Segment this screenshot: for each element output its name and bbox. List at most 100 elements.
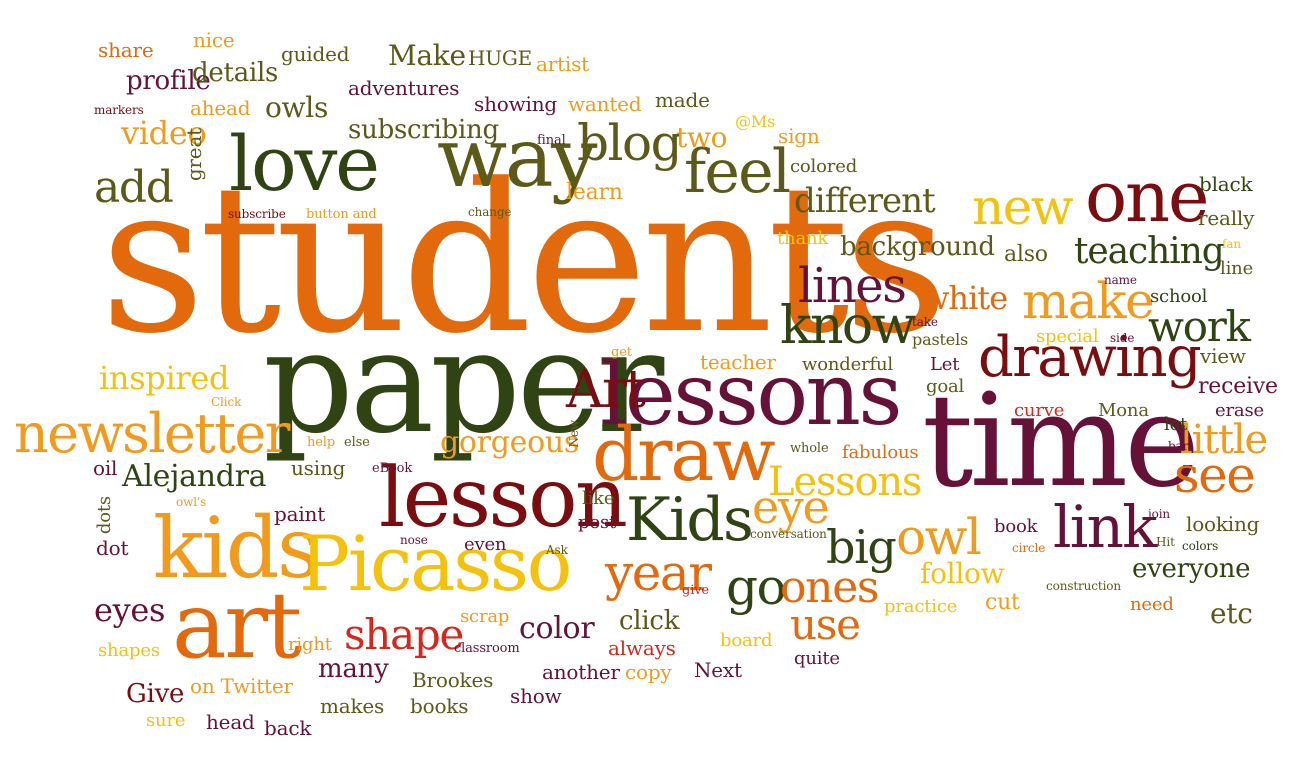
- word-even: even: [464, 534, 507, 555]
- word-using: using: [291, 456, 346, 480]
- word-post: post: [578, 512, 617, 533]
- word-click: click: [619, 606, 680, 636]
- word-showing: showing: [474, 92, 557, 116]
- word-paper: paper: [263, 300, 664, 465]
- word-line: line: [1220, 258, 1254, 279]
- word-love: love: [229, 119, 380, 208]
- word-markers: markers: [94, 103, 144, 117]
- word-kids-cap: Kids: [626, 485, 754, 555]
- word-work: work: [1148, 302, 1251, 351]
- word-sign: sign: [778, 124, 820, 148]
- word-another: another: [542, 660, 620, 684]
- word-copy: copy: [625, 660, 672, 684]
- word-art-cap: Art: [566, 360, 646, 420]
- word-help: help: [307, 435, 336, 450]
- word-hit: Hit: [1156, 535, 1175, 549]
- word-way: way: [437, 111, 597, 206]
- word-artist: artist: [536, 52, 590, 76]
- word-change: change: [468, 205, 512, 219]
- word-eyes: eyes: [94, 591, 166, 629]
- word-teacher: teacher: [700, 350, 776, 374]
- word-head: head: [206, 710, 255, 734]
- word-at-ms: @Ms: [735, 112, 776, 131]
- word-eye: eye: [752, 480, 830, 534]
- word-white: white: [922, 279, 1008, 317]
- word-click-cap: Click: [211, 395, 242, 409]
- word-feel: feel: [684, 137, 791, 207]
- word-ebook: eBook: [372, 461, 413, 476]
- word-wanted: wanted: [568, 92, 642, 116]
- word-everyone: everyone: [1132, 554, 1251, 584]
- word-add: add: [94, 162, 174, 213]
- word-circle: circle: [1012, 541, 1046, 555]
- word-conversation: conversation: [750, 527, 827, 541]
- word-next: Next: [694, 658, 742, 682]
- word-black: black: [1199, 172, 1253, 196]
- word-colored: colored: [790, 156, 858, 177]
- word-board: board: [720, 630, 773, 651]
- word-lessons: lessons: [600, 345, 902, 445]
- word-take: take: [912, 315, 938, 329]
- word-new-cap: New: [567, 420, 581, 448]
- word-art: art: [172, 572, 302, 679]
- word-practice: practice: [884, 596, 958, 617]
- word-share: share: [98, 38, 154, 62]
- word-draw: draw: [592, 412, 776, 498]
- word-many: many: [318, 654, 389, 684]
- word-let-cap: Let: [930, 354, 960, 375]
- word-adventures: adventures: [348, 76, 460, 100]
- word-new: new: [972, 178, 1074, 236]
- word-dot: dot: [96, 536, 129, 560]
- word-big: big: [826, 520, 897, 574]
- word-inspired: inspired: [99, 359, 230, 397]
- word-great: great: [182, 128, 206, 182]
- word-goal: goal: [926, 376, 965, 397]
- word-also: also: [1004, 242, 1048, 267]
- word-year: year: [605, 544, 712, 602]
- word-different: different: [794, 181, 936, 221]
- word-time: time: [922, 367, 1200, 516]
- word-ahead: ahead: [190, 96, 251, 120]
- word-thank: thank: [777, 228, 829, 249]
- word-guided: guided: [281, 42, 350, 66]
- word-learn: learn: [566, 180, 623, 205]
- word-special: special: [1036, 326, 1099, 347]
- word-shape: shape: [344, 610, 464, 659]
- word-quite: quite: [794, 648, 840, 669]
- word-colors: colors: [1182, 539, 1219, 553]
- word-one: one: [1085, 156, 1209, 238]
- word-final: final: [537, 133, 566, 148]
- word-picasso: Picasso: [299, 519, 572, 608]
- word-get: get: [611, 345, 632, 360]
- word-lines: lines: [798, 258, 907, 314]
- word-classroom: classroom: [454, 641, 520, 656]
- word-show: show: [510, 684, 562, 708]
- word-nice: nice: [193, 28, 235, 52]
- word-really: really: [1198, 206, 1255, 230]
- word-pastels: pastels: [912, 330, 969, 349]
- word-book: book: [994, 516, 1038, 537]
- word-little: little: [1180, 417, 1268, 463]
- word-profile: profile: [126, 66, 211, 96]
- word-like: like: [582, 488, 615, 509]
- word-fabulous: fabulous: [842, 442, 919, 463]
- word-give-cap: Give: [126, 679, 185, 709]
- word-fan: fan: [1222, 237, 1241, 251]
- word-go: go: [726, 558, 787, 616]
- word-two: two: [676, 121, 728, 154]
- word-nose: nose: [400, 533, 428, 547]
- word-oil: oil: [93, 456, 118, 480]
- word-video: video: [121, 114, 207, 152]
- word-shapes: shapes: [98, 640, 160, 661]
- word-always: always: [608, 636, 676, 660]
- word-mona: Mona: [1098, 400, 1149, 421]
- word-ones: ones: [780, 562, 879, 613]
- word-bar: bar: [1168, 439, 1189, 453]
- word-huge: HUGE: [468, 46, 533, 70]
- word-erase: erase: [1215, 400, 1264, 421]
- word-side: side: [1110, 331, 1135, 345]
- word-looking: looking: [1186, 512, 1260, 536]
- word-subscribing: subscribing: [348, 115, 499, 145]
- word-brookes: Brookes: [412, 668, 494, 692]
- word-school: school: [1150, 286, 1208, 307]
